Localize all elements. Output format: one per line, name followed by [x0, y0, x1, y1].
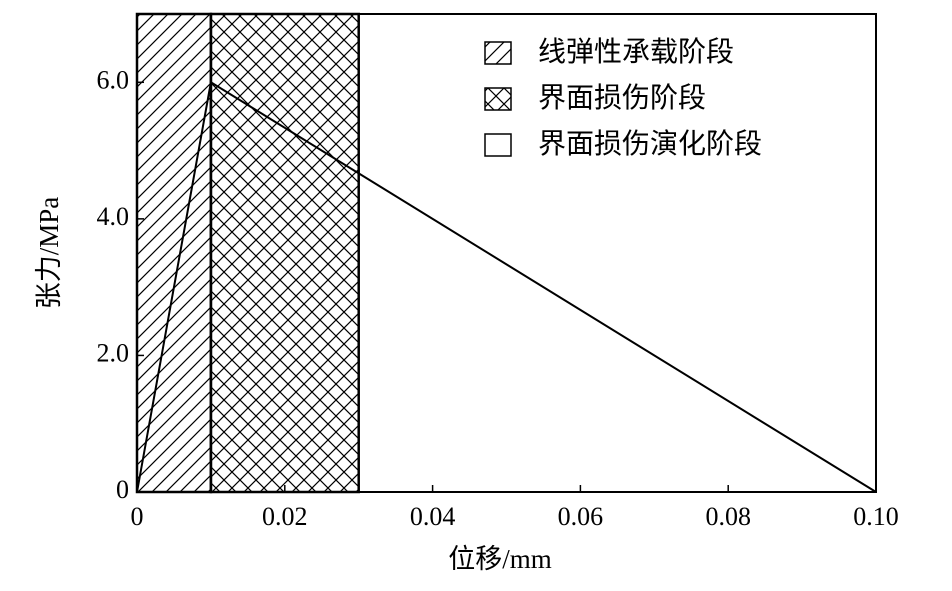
x-tick-label: 0.02: [262, 502, 308, 531]
x-axis-label: 位移/mm: [448, 544, 552, 574]
y-tick-label: 4.0: [97, 202, 130, 231]
y-tick-label: 2.0: [97, 338, 130, 367]
legend-label: 线弹性承载阶段: [538, 35, 734, 68]
legend-swatch: [484, 87, 512, 111]
legend-label: 界面损伤阶段: [538, 81, 706, 114]
x-tick-label: 0.08: [705, 502, 751, 531]
x-tick-label: 0.06: [558, 502, 604, 531]
x-tick-label: 0: [131, 502, 144, 531]
legend-label: 界面损伤演化阶段: [538, 127, 762, 160]
x-tick-label: 0.04: [410, 502, 456, 531]
y-tick-label: 6.0: [97, 65, 130, 94]
region: [135, 12, 213, 494]
legend-swatch: [484, 41, 512, 65]
y-tick-label: 0: [116, 475, 129, 504]
plot-frame: [136, 13, 877, 493]
legend-swatch: [484, 133, 512, 157]
y-axis-label: 张力/MPa: [34, 197, 64, 310]
data-line: [136, 80, 877, 493]
region: [209, 12, 360, 494]
x-tick-label: 0.10: [853, 502, 899, 531]
